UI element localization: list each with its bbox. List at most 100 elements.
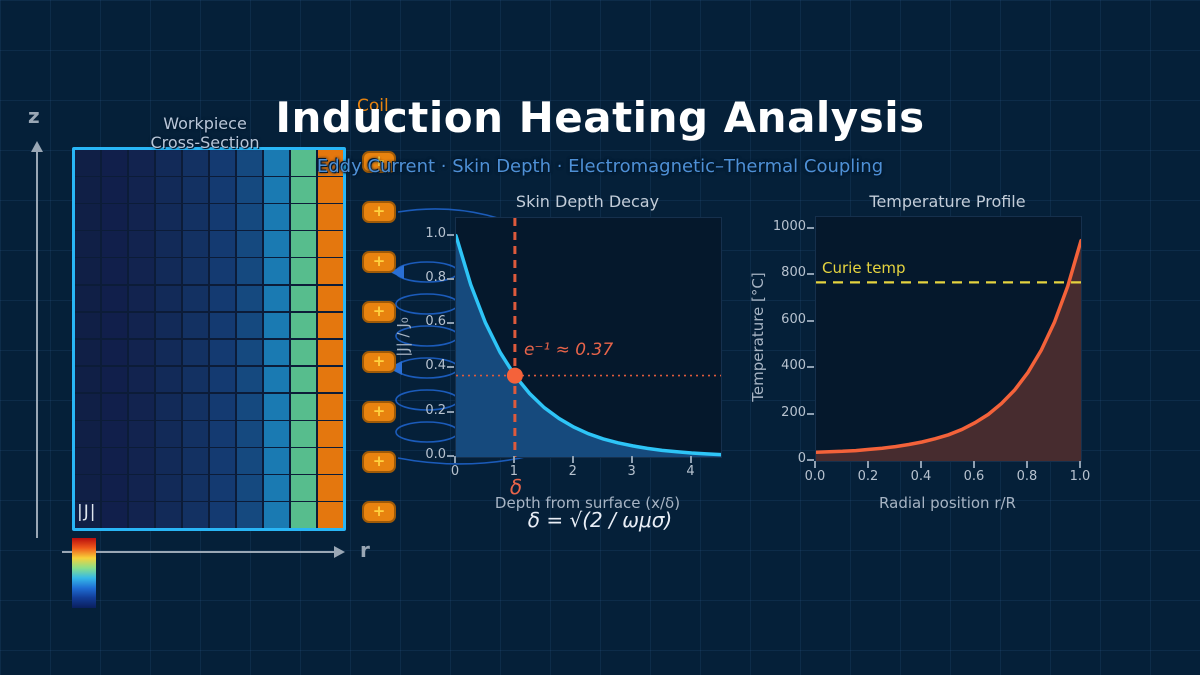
heatmap-cell — [101, 312, 128, 339]
x-tick-label: 1.0 — [1069, 469, 1091, 484]
x-tick-label: 0.4 — [910, 469, 932, 484]
heatmap-cell — [317, 366, 343, 393]
coil-label: Coil — [357, 96, 389, 116]
coil-turn-symbol: + — [362, 251, 396, 273]
heatmap-cell — [75, 393, 101, 420]
x-tick-mark — [689, 456, 692, 463]
y-tick-label: 0.4 — [425, 358, 446, 374]
heatmap-cell — [209, 475, 236, 501]
heatmap-cell — [155, 177, 182, 203]
heatmap-cell — [236, 475, 263, 501]
heatmap-cell — [290, 393, 317, 420]
heatmap-cell — [182, 502, 209, 528]
x-tick-mark — [867, 461, 869, 468]
heatmap-cell — [128, 285, 155, 312]
x-tick-mark — [630, 456, 633, 463]
y-tick-mark — [447, 322, 454, 325]
heatmap-cell — [263, 393, 290, 420]
heatmap-cell — [182, 285, 209, 312]
x-tick-mark — [1026, 461, 1028, 468]
heatmap-cell — [209, 502, 236, 528]
heatmap-cell — [236, 177, 263, 203]
coil-turn-symbol: + — [362, 151, 396, 173]
heatmap-cell — [182, 312, 209, 339]
y-tick-mark — [807, 459, 814, 461]
heatmap-cell — [290, 339, 317, 366]
x-tick-mark — [571, 456, 574, 463]
heatmap-cell — [128, 339, 155, 366]
y-tick-label: 800 — [781, 265, 806, 281]
x-tick-label: 0.0 — [804, 469, 826, 484]
skin-depth-formula: δ = √(2 / ωμσ) — [527, 508, 673, 532]
y-tick-mark — [447, 410, 454, 413]
coil-turn-symbol: + — [362, 501, 396, 523]
heatmap-cell — [209, 177, 236, 203]
heatmap-cell — [155, 393, 182, 420]
heatmap-cell — [290, 204, 317, 230]
heatmap-cell — [317, 285, 343, 312]
x-tick-label: 0.6 — [963, 469, 985, 484]
heatmap-cell — [209, 339, 236, 366]
workpiece-label: Workpiece Cross-Section — [85, 114, 325, 152]
heatmap-cell — [317, 204, 343, 230]
y-tick-mark — [447, 277, 454, 280]
heatmap-cell — [317, 502, 343, 528]
heatmap-cell — [317, 339, 343, 366]
page-subtitle: Eddy Current · Skin Depth · Electromagne… — [316, 156, 884, 177]
x-tick-label: 2 — [568, 464, 577, 479]
field-arrowhead-icon — [390, 265, 404, 279]
heatmap-cell — [290, 366, 317, 393]
r-axis-arrowhead-icon — [334, 546, 345, 558]
y-tick-label: 0.6 — [425, 314, 446, 330]
heatmap-cell — [317, 448, 343, 474]
heatmap-cell — [290, 421, 317, 447]
heatmap-cell — [317, 258, 343, 285]
heatmap-cell — [290, 285, 317, 312]
heatmap-cell — [236, 448, 263, 474]
heatmap-cell — [128, 475, 155, 501]
heatmap-cell — [209, 448, 236, 474]
heatmap-cell — [209, 393, 236, 420]
workpiece-label-line1: Workpiece — [163, 114, 247, 133]
heatmap-cell — [75, 421, 101, 447]
skin-chart-title: Skin Depth Decay — [515, 192, 660, 211]
heatmap-cell — [317, 231, 343, 257]
heatmap-cell — [155, 448, 182, 474]
x-tick-label: 0.8 — [1016, 469, 1038, 484]
y-tick-mark — [807, 227, 814, 230]
heatmap-cell — [155, 204, 182, 230]
heatmap-cell — [263, 366, 290, 393]
heatmap-cell — [317, 475, 343, 501]
heatmap-cell — [155, 502, 182, 528]
temperature-plot — [815, 216, 1082, 462]
x-tick-mark — [1079, 461, 1081, 468]
heatmap-cell — [182, 150, 209, 176]
heatmap-cell — [317, 177, 343, 203]
heatmap-cell — [236, 339, 263, 366]
heatmap-cell — [209, 285, 236, 312]
heatmap-cell — [128, 393, 155, 420]
y-tick-label: 0.2 — [425, 402, 446, 418]
colorbar — [72, 538, 96, 608]
heatmap-cell — [209, 366, 236, 393]
heatmap-cell — [155, 339, 182, 366]
heatmap-cell — [75, 502, 101, 528]
heatmap-cell — [290, 150, 317, 176]
heatmap-cell — [263, 475, 290, 501]
y-tick-label: 0 — [797, 451, 806, 466]
heatmap-cell — [290, 177, 317, 203]
heatmap-cell — [101, 502, 128, 528]
heatmap-cell — [75, 231, 101, 257]
heatmap-cell — [182, 258, 209, 285]
heatmap-cell — [236, 285, 263, 312]
heatmap-cell — [236, 393, 263, 420]
y-tick-label: 0.8 — [425, 269, 446, 285]
heatmap-cell — [75, 448, 101, 474]
heatmap-cell — [182, 421, 209, 447]
heatmap-cell — [236, 421, 263, 447]
heatmap-cell — [209, 421, 236, 447]
heatmap-cell — [209, 258, 236, 285]
page-title: Induction Heating Analysis — [275, 93, 925, 142]
y-tick-mark — [447, 455, 454, 457]
